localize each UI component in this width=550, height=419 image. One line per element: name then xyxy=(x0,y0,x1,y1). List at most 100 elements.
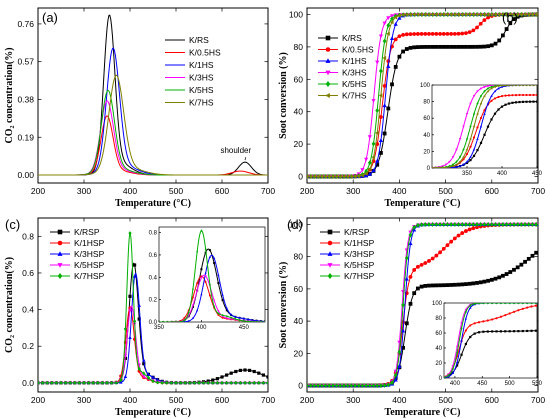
data-point xyxy=(252,380,256,385)
data-point xyxy=(486,85,490,88)
data-point xyxy=(483,112,486,115)
data-point xyxy=(515,265,520,270)
legend-label: K/5HSP xyxy=(74,260,105,270)
data-point xyxy=(504,221,509,227)
data-point xyxy=(259,320,262,322)
data-point xyxy=(460,322,463,325)
data-point xyxy=(465,152,469,156)
data-point xyxy=(438,44,442,49)
data-point xyxy=(478,21,483,26)
data-point xyxy=(434,253,439,258)
data-point xyxy=(356,383,361,389)
data-point xyxy=(208,249,211,252)
data-point xyxy=(469,158,472,162)
data-point xyxy=(401,302,405,308)
data-point xyxy=(200,268,203,271)
data-point xyxy=(497,87,500,90)
data-point xyxy=(438,283,442,288)
data-point xyxy=(204,271,207,274)
data-point xyxy=(393,21,398,26)
x-tick-label: 600 xyxy=(485,186,499,196)
series-k-7hsp xyxy=(444,303,537,378)
data-point xyxy=(530,303,533,305)
data-point xyxy=(462,163,465,166)
data-point xyxy=(221,316,224,319)
data-point xyxy=(449,31,454,36)
data-point xyxy=(473,322,476,325)
data-point xyxy=(234,380,238,385)
data-point xyxy=(504,12,509,17)
data-point xyxy=(110,380,114,385)
data-point xyxy=(191,287,194,291)
data-point xyxy=(430,12,435,17)
data-point xyxy=(326,174,331,179)
data-point xyxy=(497,221,502,227)
data-point xyxy=(356,174,361,179)
data-point xyxy=(341,174,346,179)
data-point xyxy=(248,368,252,373)
series-k-7hs xyxy=(432,85,537,168)
data-point xyxy=(482,221,487,227)
data-point xyxy=(183,316,186,319)
data-point xyxy=(519,262,524,267)
data-point xyxy=(482,279,487,284)
data-point xyxy=(142,375,146,379)
data-point xyxy=(486,221,491,227)
data-point xyxy=(525,100,528,103)
data-point xyxy=(445,32,450,36)
data-point xyxy=(460,31,465,36)
data-point xyxy=(204,275,207,278)
data-point xyxy=(217,312,220,315)
data-point xyxy=(128,231,132,236)
data-point xyxy=(386,106,391,111)
data-point xyxy=(220,380,224,385)
data-point xyxy=(512,310,516,313)
data-point xyxy=(404,255,409,261)
data-point xyxy=(200,229,203,232)
data-point xyxy=(449,239,454,244)
data-point xyxy=(491,303,494,305)
data-point xyxy=(434,44,439,49)
data-point xyxy=(64,380,68,385)
data-point xyxy=(508,270,513,274)
data-point xyxy=(221,293,224,296)
data-point xyxy=(464,308,468,311)
data-point xyxy=(479,116,483,120)
legend-label: K/5HS xyxy=(189,85,214,95)
x-tick-label: 500 xyxy=(439,395,453,405)
data-point xyxy=(251,318,254,321)
data-point xyxy=(441,166,444,168)
data-point xyxy=(504,272,509,276)
legend-label: K/7HSP xyxy=(344,271,375,281)
data-point xyxy=(451,156,455,159)
data-point xyxy=(430,283,435,288)
data-point xyxy=(462,125,465,128)
data-point xyxy=(427,45,431,49)
data-point xyxy=(349,174,353,179)
legend-label: K/0.5HS xyxy=(189,48,221,58)
data-point xyxy=(393,65,398,69)
data-point xyxy=(444,163,448,166)
data-point xyxy=(478,44,483,49)
data-point xyxy=(105,380,109,385)
y-axis-label: Soot conversion (%) xyxy=(278,262,289,349)
data-point xyxy=(530,305,533,308)
panel-label: (a) xyxy=(42,10,58,25)
data-point xyxy=(467,221,472,227)
data-point xyxy=(307,174,309,179)
y-axis-label: CO₂ concentration(%) xyxy=(4,257,15,353)
x-tick-label: 700 xyxy=(531,186,545,196)
data-point xyxy=(264,320,265,322)
data-point xyxy=(82,380,86,385)
data-point xyxy=(500,33,505,38)
data-point xyxy=(504,303,507,305)
data-point xyxy=(160,380,164,385)
y-tick-label: 0.6 xyxy=(22,268,34,278)
data-point xyxy=(334,383,339,389)
data-point xyxy=(252,369,256,374)
data-point xyxy=(456,44,461,49)
data-point xyxy=(408,274,413,279)
data-point xyxy=(476,112,479,116)
data-point xyxy=(247,320,250,322)
data-point xyxy=(499,303,502,305)
